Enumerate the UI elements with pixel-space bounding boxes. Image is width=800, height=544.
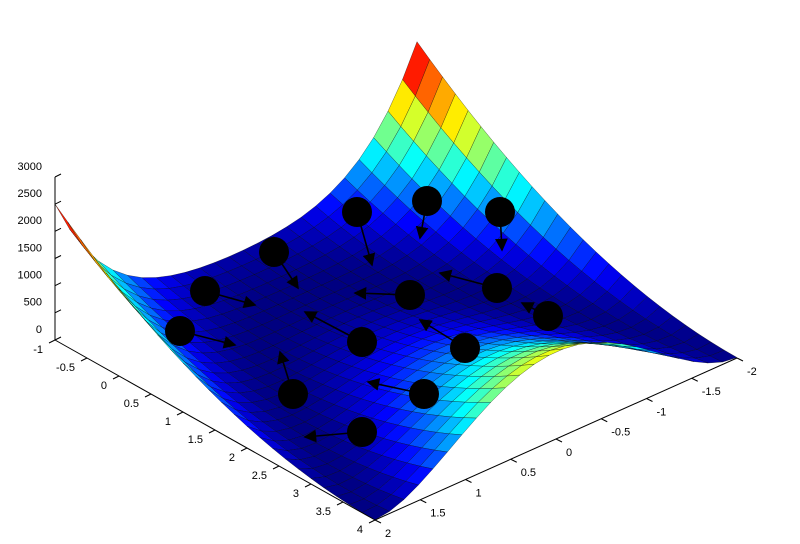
z-tick [54, 227, 62, 232]
x-tick-label: 3.5 [316, 506, 331, 518]
y-tick [736, 357, 744, 362]
z-tick-label: 2500 [18, 188, 42, 200]
y-tick-label: -1 [657, 406, 667, 418]
y-tick [601, 418, 608, 423]
x-tick [144, 393, 152, 398]
z-tick-label: 2000 [18, 215, 42, 227]
x-tick [272, 465, 280, 470]
y-tick-label: 2 [385, 528, 391, 540]
y-tick-label: 0.5 [521, 467, 536, 479]
x-tick-label: 1 [165, 416, 171, 428]
z-tick [54, 200, 62, 205]
z-tick-label: 1500 [18, 242, 42, 254]
x-tick [48, 339, 56, 344]
x-tick-label: 3 [293, 488, 299, 500]
y-tick-label: -1.5 [702, 386, 721, 398]
x-tick [80, 357, 88, 362]
z-tick-label: 0 [36, 324, 42, 336]
x-tick-label: 0.5 [124, 398, 139, 410]
x-tick [176, 411, 184, 416]
x-tick-label: 1.5 [188, 434, 203, 446]
y-tick [555, 438, 563, 443]
x-tick-label: -1 [33, 344, 43, 356]
y-tick-label: 0 [566, 447, 572, 459]
axes: -1 -0.5 0 0.5 1 1.5 2 2.5 3 3.5 4 -2 -1.5 -1 -0.5 0 0.5 1… [18, 161, 757, 540]
x-tick-label: 2 [229, 452, 235, 464]
particle [278, 379, 308, 409]
z-tick-label: 1000 [18, 270, 42, 282]
particle [190, 276, 220, 306]
particle [450, 333, 480, 363]
x-tick-label: 4 [357, 524, 363, 536]
z-tick [54, 282, 62, 287]
particle [482, 273, 512, 303]
particle [409, 379, 439, 409]
particle [347, 327, 377, 357]
particle [533, 301, 563, 331]
x-tick [112, 375, 120, 380]
y-tick [374, 519, 382, 524]
z-tick [54, 336, 62, 341]
x-tick [368, 519, 376, 524]
particle [347, 417, 377, 447]
particle-dots [165, 186, 563, 447]
x-tick-label: 2.5 [252, 470, 267, 482]
x-tick [240, 447, 248, 452]
x-tick [304, 483, 312, 488]
y-tick [465, 479, 472, 483]
particle [165, 316, 195, 346]
x-tick-label: 0 [101, 380, 107, 392]
y-tick-label: 1 [476, 487, 482, 499]
z-tick [54, 173, 62, 178]
z-tick-label: 500 [24, 297, 42, 309]
y-tick-label: -2 [747, 366, 757, 378]
y-tick-label: 1.5 [430, 508, 445, 520]
y-tick [510, 458, 517, 463]
x-tick-label: -0.5 [56, 362, 75, 374]
surface-patch [54, 203, 83, 246]
particle [485, 197, 515, 227]
y-tick [691, 377, 698, 382]
y-tick [420, 499, 427, 504]
z-tick [54, 309, 62, 314]
particles [165, 186, 563, 447]
z-tick-label: 3000 [18, 161, 42, 173]
y-tick [646, 398, 653, 402]
particle [259, 237, 289, 267]
x-tick [336, 501, 344, 506]
particle [342, 197, 372, 227]
particle [412, 186, 442, 216]
z-tick [54, 255, 62, 259]
surface [54, 41, 738, 521]
x-tick [208, 429, 216, 434]
y-tick-label: -0.5 [611, 427, 630, 439]
particle [395, 280, 425, 310]
